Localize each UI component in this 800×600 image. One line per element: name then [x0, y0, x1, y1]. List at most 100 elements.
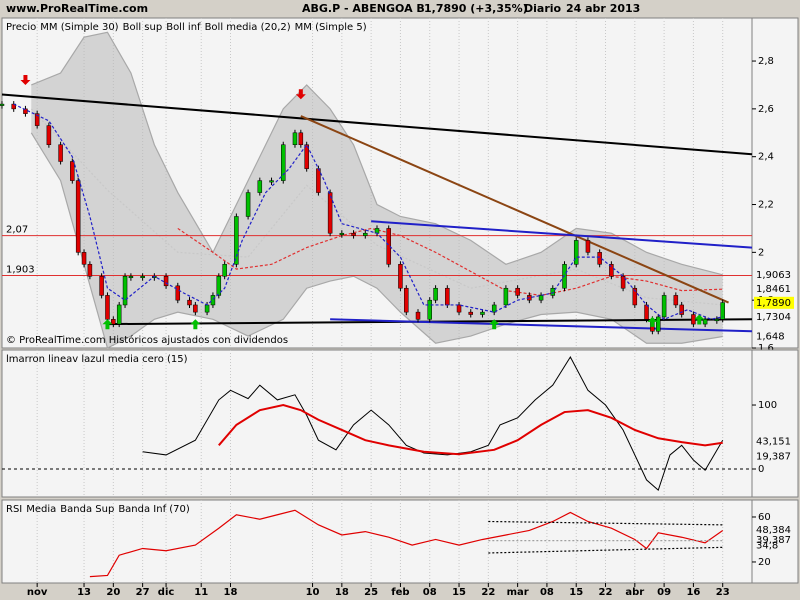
x-tick-label: feb — [391, 587, 409, 598]
arrow — [489, 319, 500, 330]
candle — [316, 168, 321, 193]
last-value-label: 34,8 — [756, 540, 778, 551]
candle — [661, 295, 667, 318]
series-line — [218, 403, 723, 456]
candle — [456, 304, 462, 313]
last-value-label: 1,8461 — [756, 284, 791, 295]
candle — [193, 304, 198, 313]
price: 1,7890 (+3,35%) — [424, 2, 528, 15]
x-tick-label: 09 — [657, 587, 671, 598]
x-tick-label: 18 — [335, 587, 349, 598]
candle — [75, 180, 81, 253]
candle — [573, 240, 579, 265]
candle — [111, 319, 116, 325]
candle — [128, 276, 134, 279]
arrow — [647, 316, 658, 327]
date: 24 abr 2013 — [566, 2, 640, 15]
candle — [515, 287, 520, 296]
x-tick-label: 13 — [77, 587, 91, 598]
candle — [427, 299, 432, 320]
candle — [99, 276, 104, 296]
legend-entry: Media — [26, 504, 56, 515]
candle — [34, 113, 40, 126]
bollinger-band — [31, 32, 723, 348]
arrow — [295, 89, 306, 100]
x-tick-label: 15 — [569, 587, 583, 598]
panel — [1, 349, 753, 498]
arrow — [694, 314, 705, 325]
candle — [609, 264, 614, 277]
y-tick-label: 2,6 — [758, 104, 774, 115]
boll-inf — [30, 132, 723, 349]
boll-media — [30, 108, 723, 306]
candle — [87, 264, 93, 277]
candle — [175, 285, 181, 301]
axis-area — [751, 17, 799, 349]
annotation: © ProRealTime.com Históricos ajustados c… — [6, 334, 288, 346]
candle — [298, 132, 304, 145]
x-tick-label: 18 — [224, 587, 238, 598]
candle — [163, 276, 169, 287]
candle — [468, 311, 473, 315]
candle — [81, 252, 87, 265]
candle — [204, 304, 210, 313]
candle — [562, 264, 567, 289]
x-tick-label: mar — [507, 587, 529, 598]
candle — [644, 304, 649, 320]
last-value-label: 1,648 — [756, 332, 785, 343]
series-line — [488, 546, 723, 554]
candle — [58, 144, 63, 162]
legend-entry: Boll inf — [166, 22, 201, 33]
candle — [304, 144, 309, 169]
last-value-label: 43,151 — [756, 436, 791, 447]
x-tick-label: nov — [27, 587, 48, 598]
x-tick-label: 27 — [136, 587, 150, 598]
x-tick-label: 22 — [599, 587, 613, 598]
candle — [269, 180, 274, 183]
x-tick-label: abr — [625, 587, 644, 598]
candle — [720, 302, 725, 320]
y-tick-label: 20 — [758, 557, 771, 568]
legend-entry: MM (Simple 30) — [40, 22, 118, 33]
y-tick-label: 60 — [758, 512, 771, 523]
period: Diario — [524, 2, 562, 15]
legend-entry: Banda Sup — [60, 504, 114, 515]
candle — [363, 232, 368, 236]
arrow — [20, 74, 31, 85]
x-tick-label: 23 — [716, 587, 730, 598]
candle — [702, 319, 708, 325]
last-value-bg — [754, 296, 794, 309]
y-tick-label: 1,6 — [758, 343, 774, 354]
legend-entry: Banda Inf (70) — [118, 504, 190, 515]
legend-entry: Boll sup — [123, 22, 163, 33]
candle — [210, 295, 216, 306]
candle — [122, 276, 128, 306]
x-tick-label: 15 — [452, 587, 466, 598]
candle — [597, 252, 602, 265]
candle — [503, 287, 509, 306]
site: www.ProRealTime.com — [6, 2, 148, 15]
arrow — [190, 319, 201, 330]
candle — [538, 295, 544, 301]
last-value-label: 19,387 — [756, 452, 791, 463]
candle — [216, 276, 222, 296]
candle — [415, 311, 421, 320]
candle — [46, 125, 52, 145]
candle — [433, 287, 438, 301]
axis-area — [751, 499, 799, 584]
x-tick-label: 22 — [481, 587, 495, 598]
candle — [339, 232, 345, 235]
mm5 — [13, 103, 723, 320]
candle — [187, 299, 192, 306]
candle — [222, 264, 227, 277]
candle — [245, 192, 251, 217]
candle — [550, 287, 556, 296]
last-value-label: 1,9063 — [756, 270, 791, 281]
legend-entry: Precio — [6, 22, 36, 33]
candle — [351, 232, 356, 236]
candle — [679, 304, 684, 315]
candle — [0, 103, 5, 106]
candle — [116, 304, 122, 325]
series-line — [89, 509, 724, 578]
